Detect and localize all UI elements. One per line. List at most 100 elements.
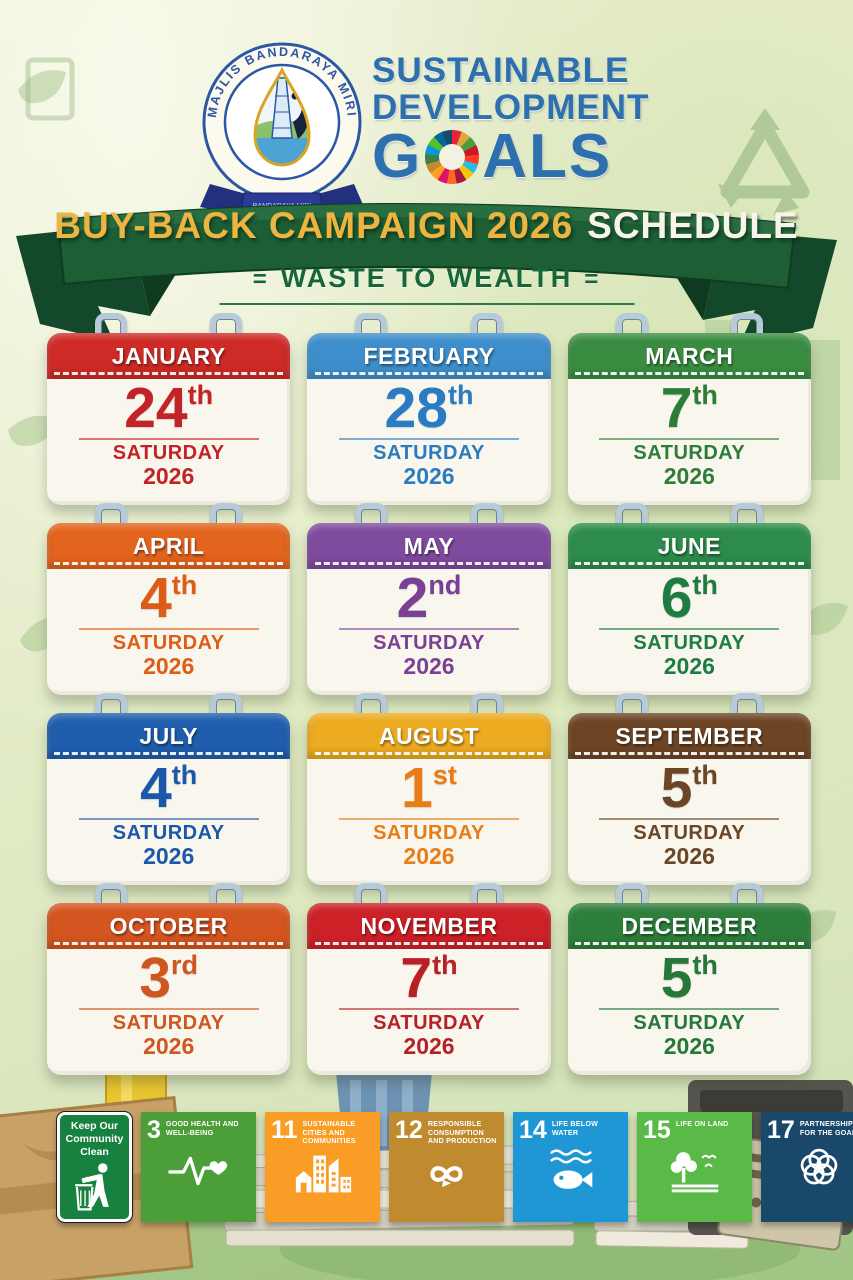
month-header: OCTOBER: [47, 903, 291, 949]
divider-line: [78, 438, 259, 441]
year-label: 2026: [143, 1033, 195, 1060]
month-header: MAY: [307, 523, 551, 569]
banner-subtitle: = WASTE TO WEALTH =: [0, 263, 853, 294]
heartbeat-icon: [147, 1142, 250, 1198]
infinity-arrow-icon: [395, 1146, 498, 1202]
year-label: 2026: [403, 1033, 455, 1060]
fish-water-icon: [519, 1142, 622, 1198]
dashed-divider: [574, 562, 804, 565]
year-label: 2026: [403, 653, 455, 680]
divider-line: [599, 1008, 780, 1011]
month-header: AUGUST: [307, 713, 551, 759]
year-label: 2026: [143, 843, 195, 870]
sdg-label: PARTNERSHIPS FOR THE GOALS: [799, 1119, 853, 1137]
year-label: 2026: [143, 463, 195, 490]
sdg-number: 15: [643, 1116, 671, 1144]
sdg-number: 11: [271, 1116, 298, 1144]
sdg-label: GOOD HEALTH AND WELL-BEING: [165, 1119, 239, 1137]
interlocking-circles-icon: [767, 1142, 853, 1198]
dashed-divider: [574, 372, 804, 375]
subtitle-text: WASTE TO WEALTH: [280, 263, 573, 293]
year-label: 2026: [663, 1033, 715, 1060]
sdg-label: RESPONSIBLE CONSUMPTION AND PRODUCTION: [427, 1119, 497, 1146]
divider-line: [78, 1008, 259, 1011]
sdg-number: 12: [395, 1116, 423, 1144]
weekday-label: SATURDAY: [633, 442, 746, 465]
day-suffix: th: [187, 380, 214, 410]
day-value: 3: [139, 946, 172, 1010]
month-header: JANUARY: [47, 333, 291, 379]
day-value: 5: [660, 756, 693, 820]
divider-line: [338, 628, 520, 631]
weekday-label: SATURDAY: [633, 822, 746, 845]
weekday-label: SATURDAY: [112, 442, 225, 465]
sdg-label: LIFE ON LAND: [675, 1119, 729, 1128]
weekday-label: SATURDAY: [112, 822, 225, 845]
dashed-divider: [314, 752, 544, 755]
dashed-divider: [54, 752, 284, 755]
subtitle-decor-left: =: [252, 266, 269, 293]
month-header: JUNE: [567, 523, 811, 569]
sdg-title-goals: G ALS: [372, 122, 672, 191]
tree-land-icon: [643, 1142, 746, 1198]
month-header: APRIL: [47, 523, 291, 569]
day-value: 6: [660, 566, 693, 630]
divider-line: [599, 438, 780, 441]
dashed-divider: [314, 562, 544, 565]
subtitle-underline: [219, 303, 634, 305]
month-name: FEBRUARY: [363, 342, 495, 369]
month-name: JANUARY: [111, 342, 226, 369]
month-name: APRIL: [132, 532, 205, 559]
divider-line: [78, 628, 259, 631]
goals-g: G: [372, 122, 423, 191]
keep-community-clean-sign: Keep Our Community Clean: [57, 1112, 132, 1222]
divider-line: [599, 628, 780, 631]
day-value: 2: [396, 566, 429, 630]
day-suffix: th: [447, 380, 474, 410]
month-header: JULY: [47, 713, 291, 759]
day-suffix: th: [692, 760, 718, 790]
banner-title-campaign: BUY-BACK CAMPAIGN 2026: [54, 205, 574, 246]
city-council-crest-logo: MAJLIS BANDARAYA MIRI BANDARAYA MIRI: [200, 42, 364, 219]
day-suffix: st: [432, 760, 457, 790]
month-name: MARCH: [645, 342, 734, 369]
weekday-label: SATURDAY: [373, 632, 485, 655]
sdg-tile-17: 17 PARTNERSHIPS FOR THE GOALS: [761, 1112, 853, 1222]
day-value: 1: [401, 756, 433, 820]
dashed-divider: [574, 942, 804, 945]
sign-line3: Clean: [80, 1146, 109, 1159]
day-value: 24: [124, 376, 188, 440]
weekday-label: SATURDAY: [373, 1012, 485, 1035]
dashed-divider: [54, 372, 284, 375]
sdg-wordmark: SUSTAINABLE DEVELOPMENT G ALS: [372, 52, 672, 191]
sign-line1: Keep Our: [70, 1120, 119, 1132]
sdg-tile-14: 14 LIFE BELOW WATER: [513, 1112, 628, 1222]
month-name: SEPTEMBER: [615, 722, 764, 749]
dashed-divider: [314, 372, 544, 375]
day-suffix: th: [692, 950, 718, 980]
sdg-number: 17: [767, 1116, 795, 1144]
month-header: DECEMBER: [567, 903, 811, 949]
tidyman-icon: [74, 1163, 109, 1211]
month-name: DECEMBER: [621, 912, 758, 939]
banner-ribbon: [16, 202, 837, 346]
divider-line: [338, 1008, 520, 1011]
sdg-number: 14: [519, 1116, 547, 1144]
